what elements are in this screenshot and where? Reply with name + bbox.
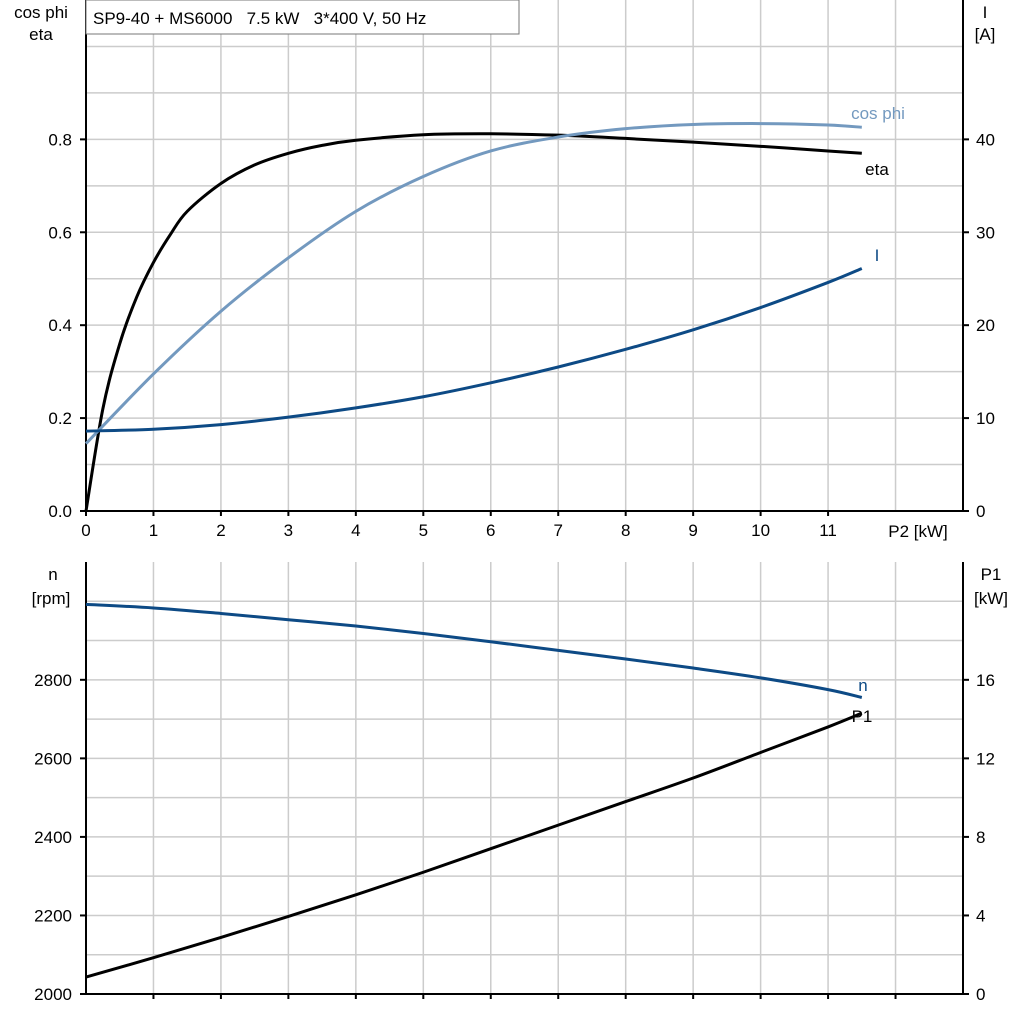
y-tick-label-right: 30	[976, 223, 995, 242]
y-tick-label-right: 20	[976, 316, 995, 335]
x-tick-label: 3	[284, 521, 293, 540]
series-line-I	[85, 267, 863, 433]
series-line-cos-phi	[84, 122, 862, 445]
y-tick-label-right: 16	[976, 671, 995, 690]
x-axis-label: P2 [kW]	[888, 522, 948, 541]
y-tick-label-left: 2800	[34, 671, 72, 690]
y-tick-label-right: 12	[976, 749, 995, 768]
x-tick-label: 7	[553, 521, 562, 540]
x-tick-label: 6	[486, 521, 495, 540]
top-left-ylabel-1: cos phi	[14, 3, 68, 22]
series-line-eta	[84, 132, 862, 512]
x-tick-label: 11	[819, 521, 837, 540]
bottom-grid: 2000 2200 2400 2600 2800 0 4 8 12 16	[34, 562, 995, 1004]
y-tick-label-right: 40	[976, 130, 995, 149]
y-tick-label-right: 8	[976, 828, 985, 847]
x-tick-label: 1	[149, 521, 158, 540]
y-tick-label-left: 0.4	[48, 316, 72, 335]
series-line-n	[85, 602, 863, 699]
x-tick-label: 4	[351, 521, 360, 540]
chart-marks: eta cos phi In P1	[84, 104, 905, 979]
x-tick-label: 9	[688, 521, 697, 540]
y-tick-label-left: 0.6	[48, 223, 72, 242]
top-right-ylabel-1: I	[983, 3, 988, 22]
x-tick-label: 8	[621, 521, 630, 540]
y-tick-label-left: 0.2	[48, 409, 72, 428]
y-tick-label-right: 0	[976, 985, 985, 1004]
series-label-P1: P1	[852, 707, 873, 726]
y-tick-label-left: 0.8	[48, 130, 72, 149]
x-tick-label: 5	[419, 521, 428, 540]
title-box: SP9-40 + MS6000 7.5 kW 3*400 V, 50 Hz	[85, 0, 520, 35]
bottom-left-ylabel-2: [rpm]	[32, 589, 71, 608]
y-tick-label-right: 10	[976, 409, 995, 428]
y-tick-label-left: 2600	[34, 749, 72, 768]
y-tick-label-left: 0.0	[48, 502, 72, 521]
chart-title: SP9-40 + MS6000 7.5 kW 3*400 V, 50 Hz	[93, 9, 426, 28]
y-tick-label-left: 2000	[34, 985, 72, 1004]
bottom-right-ylabel-1: P1	[981, 565, 1002, 584]
bottom-right-ylabel-2: [kW]	[974, 589, 1008, 608]
y-tick-label-right: 0	[976, 502, 985, 521]
top-left-ylabel-2: eta	[29, 25, 53, 44]
series-line-P1	[85, 711, 863, 979]
y-tick-label-right: 4	[976, 906, 985, 925]
y-tick-label-left: 2200	[34, 906, 72, 925]
top-right-ylabel-2: [A]	[975, 25, 996, 44]
top-grid: 0.0 0.2 0.4 0.6 0.8 0 10 20 30 40 0 1 2 3 4 5 6 7 8 9 10 11	[48, 0, 995, 540]
y-tick-label-left: 2400	[34, 828, 72, 847]
series-label-I: I	[875, 246, 880, 265]
series-label-eta: eta	[865, 160, 889, 179]
x-tick-label: 0	[81, 521, 90, 540]
bottom-left-ylabel-1: n	[48, 565, 57, 584]
series-label-cos-phi: cos phi	[851, 104, 905, 123]
x-tick-label: 10	[751, 521, 770, 540]
series-label-n: n	[858, 676, 867, 695]
x-tick-label: 2	[216, 521, 225, 540]
